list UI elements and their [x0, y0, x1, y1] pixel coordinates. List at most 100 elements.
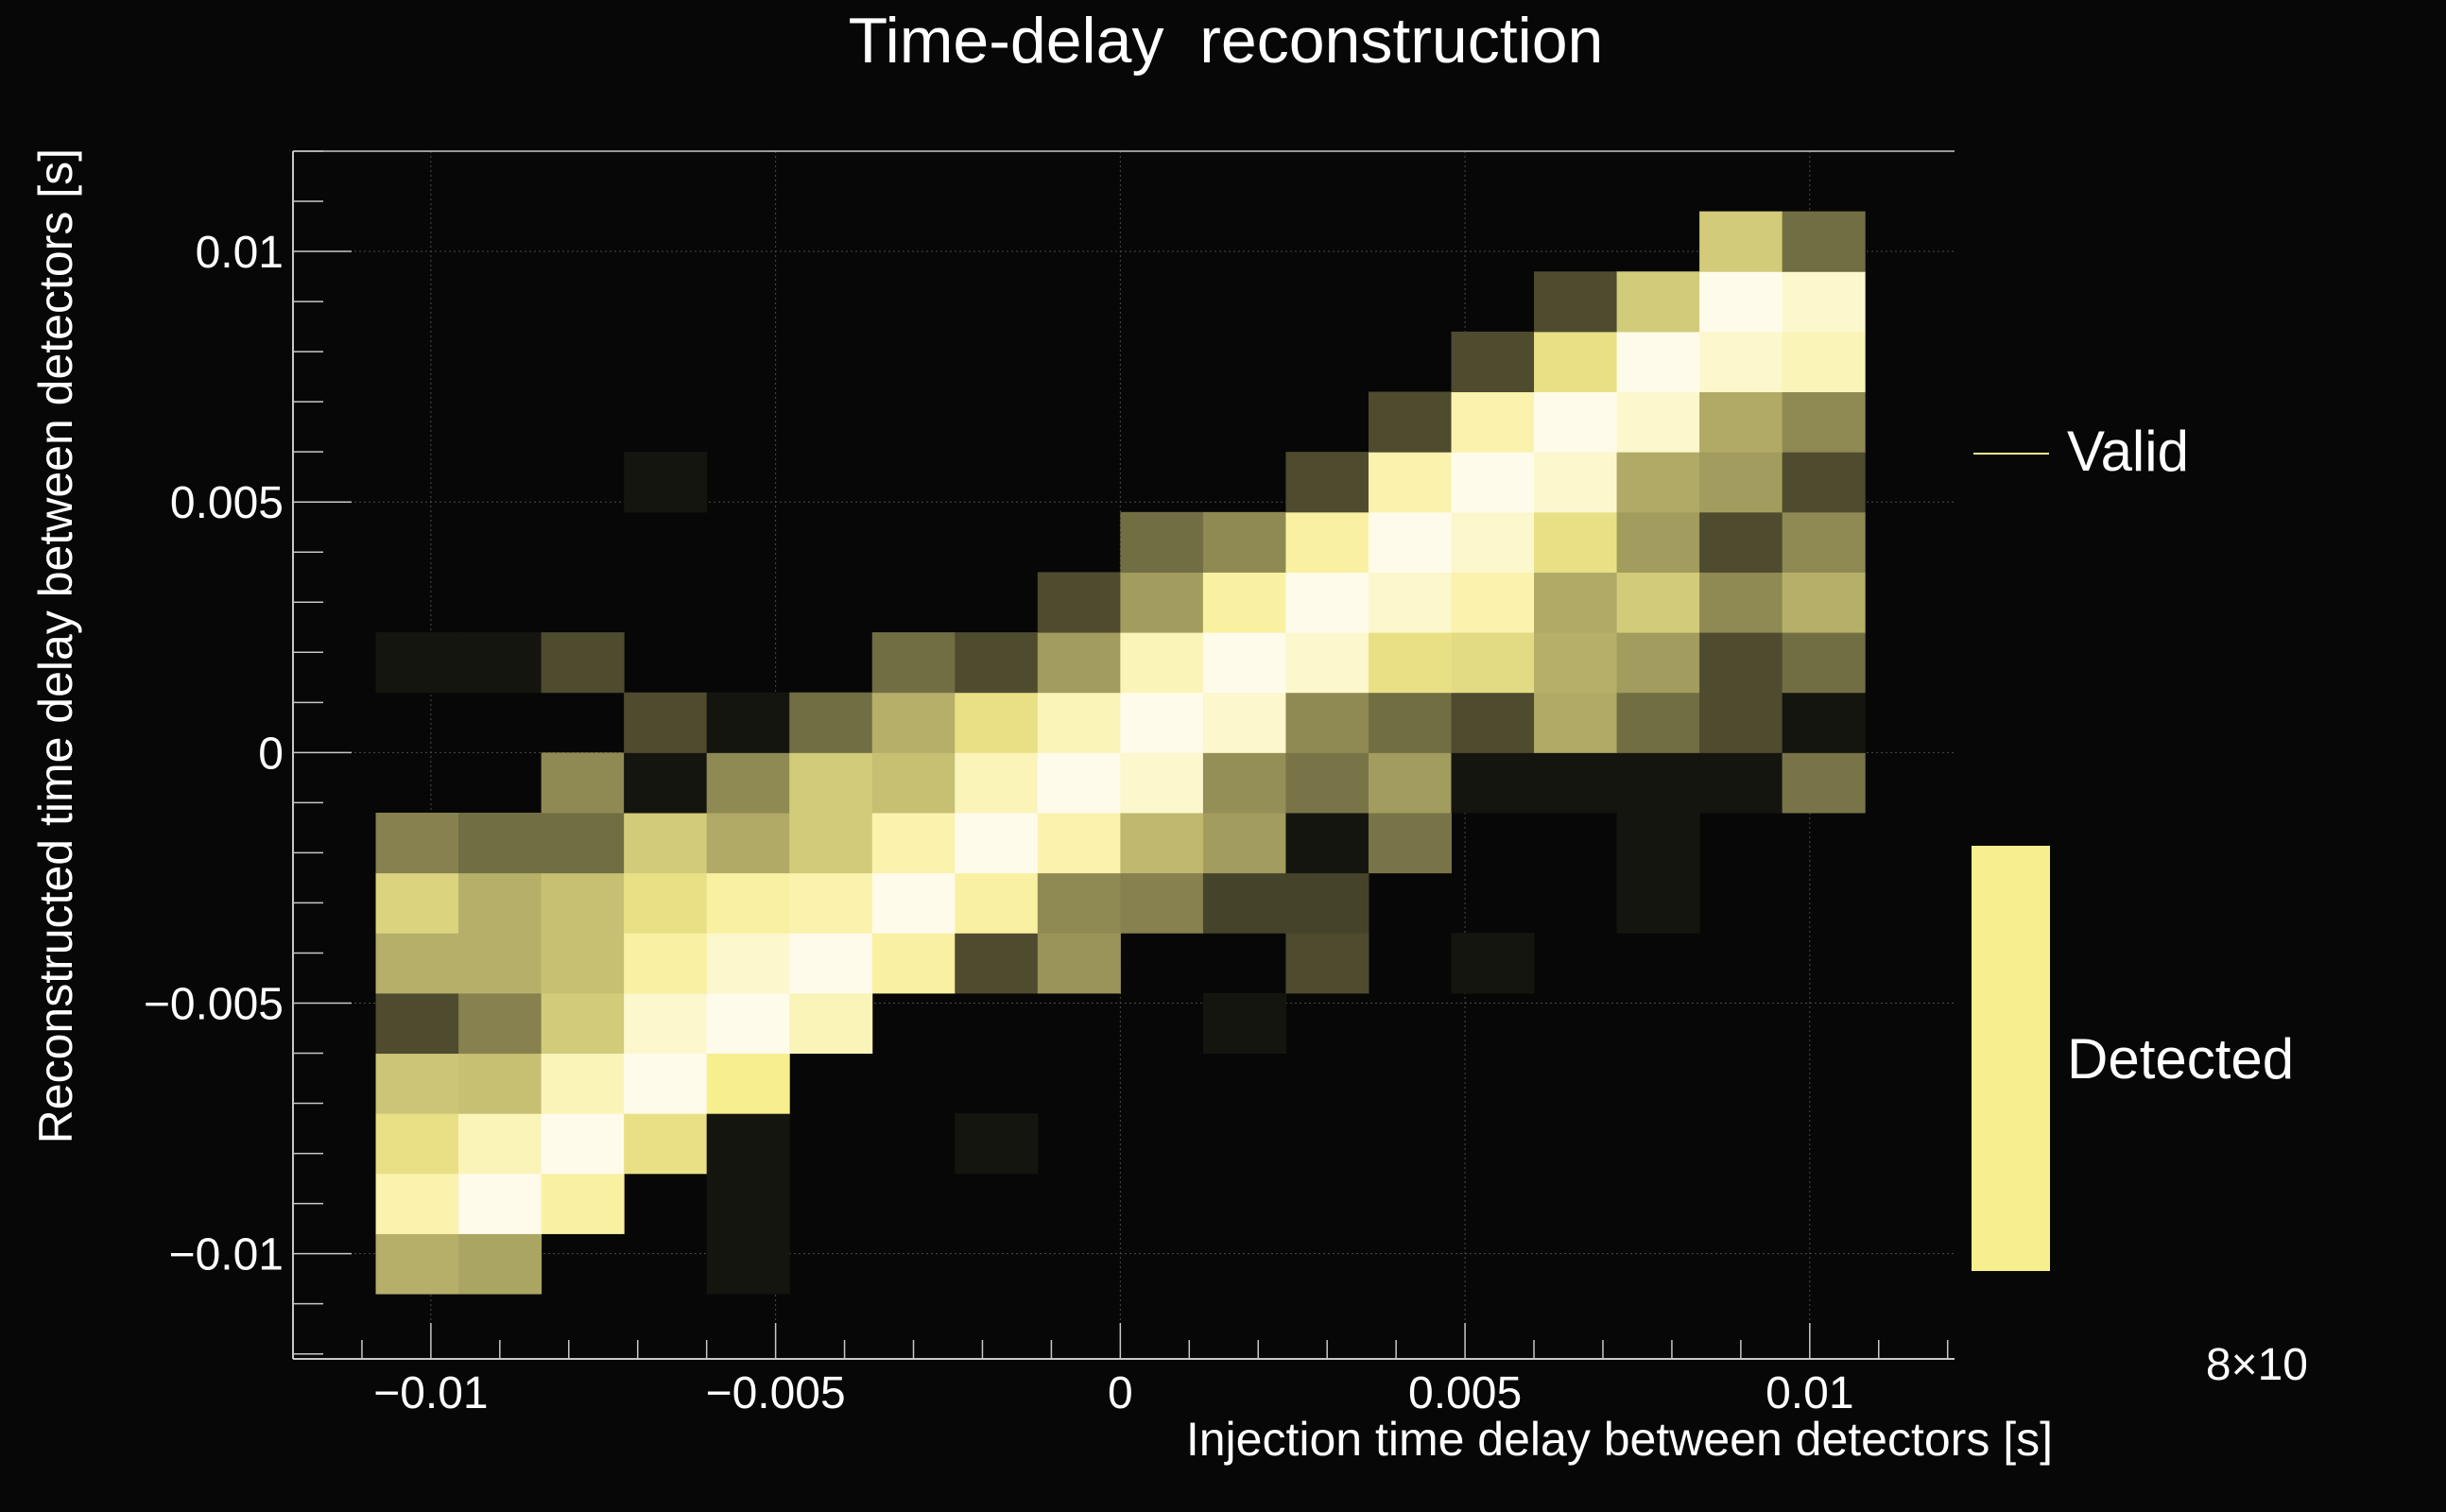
heatmap-cell	[1699, 331, 1783, 393]
heatmap-cell	[789, 992, 873, 1055]
heatmap-cell	[1451, 572, 1535, 633]
heatmap-cell	[1699, 211, 1783, 272]
heatmap-cell	[1534, 572, 1618, 633]
x-tick-labels: −0.01 −0.005 0 0.005 0.01	[373, 1368, 1853, 1418]
heatmap-cell	[1616, 572, 1700, 633]
heatmap-cell	[1368, 391, 1452, 453]
x-tick-label: 0.005	[1408, 1368, 1522, 1418]
heatmap-cell	[1782, 211, 1866, 272]
heatmap-cell	[1368, 752, 1452, 814]
heatmap-cell	[1699, 452, 1783, 513]
heatmap-cell	[541, 752, 625, 814]
heatmap-cell	[1037, 632, 1121, 694]
heatmap-cell	[789, 692, 873, 753]
heatmap-cell	[1202, 872, 1286, 934]
heatmap-cell	[541, 872, 625, 934]
x-tick-label: 0	[1108, 1368, 1133, 1418]
heatmap-cell	[789, 812, 873, 874]
heatmap-cell	[458, 1173, 543, 1234]
heatmap-cell	[1616, 331, 1700, 393]
heatmap-cell	[1534, 511, 1618, 573]
heatmap-cell	[1368, 812, 1452, 874]
heatmap-cell	[1616, 511, 1700, 573]
x-axis-label: Injection time delay between detectors […	[1186, 1413, 2053, 1466]
heatmap-cell	[1699, 572, 1783, 633]
heatmap-cell	[375, 1233, 459, 1295]
heatmap-cell	[1285, 572, 1369, 633]
heatmap-cell	[1699, 391, 1783, 453]
heatmap-cell	[1285, 812, 1369, 874]
heatmap-cell	[624, 933, 708, 994]
heatmap-cell	[1202, 511, 1286, 573]
axis-exponent-label: 8×10	[2206, 1340, 2308, 1390]
axes	[292, 150, 1955, 1360]
heatmap-cell	[1285, 933, 1369, 994]
heatmap-cell	[541, 1173, 625, 1234]
heatmap-cells	[375, 211, 1866, 1295]
heatmap-cell	[1534, 632, 1618, 694]
heatmap-cell	[1616, 812, 1700, 874]
heatmap-cell	[1368, 572, 1452, 633]
legend-valid-label: Valid	[2067, 420, 2189, 483]
heatmap-cell	[1368, 692, 1452, 753]
y-tick-labels: −0.01 −0.005 0 0.005 0.01	[144, 228, 284, 1280]
heatmap-cell	[1285, 511, 1369, 573]
heatmap-cell	[871, 872, 956, 934]
heatmap-cell	[1782, 692, 1866, 753]
heatmap-cell	[1616, 271, 1700, 333]
heatmap-cell	[1202, 992, 1286, 1055]
heatmap-cell	[955, 632, 1039, 694]
chart-title: Time-delay reconstruction	[849, 5, 1604, 77]
heatmap-cell	[1782, 391, 1866, 453]
heatmap-cell	[1037, 572, 1121, 633]
heatmap-cell	[1616, 872, 1700, 934]
heatmap-cell	[1202, 752, 1286, 814]
heatmap-cell	[1202, 572, 1286, 633]
heatmap-cell	[789, 872, 873, 934]
heatmap-cell	[1368, 511, 1452, 573]
y-tick-label: 0	[258, 729, 284, 779]
heatmap-cell	[706, 1113, 790, 1175]
heatmap-cell	[706, 933, 790, 994]
y-tick-label: 0.01	[196, 228, 284, 278]
heatmap-cell	[1368, 632, 1452, 694]
x-tick-label: −0.005	[706, 1368, 846, 1418]
heatmap-cell	[1285, 752, 1369, 814]
heatmap-cell	[1534, 692, 1618, 753]
heatmap-cell	[1285, 872, 1369, 934]
heatmap-cell	[706, 752, 790, 814]
heatmap-cell	[1699, 271, 1783, 333]
heatmap-cell	[458, 1053, 543, 1114]
heatmap-cell	[1037, 933, 1121, 994]
heatmap-cell	[1285, 452, 1369, 513]
heatmap-cell	[789, 933, 873, 994]
heatmap-cell	[1120, 572, 1204, 633]
heatmap-cell	[624, 1053, 708, 1114]
heatmap-cell	[1616, 391, 1700, 453]
heatmap-cell	[624, 752, 708, 814]
heatmap-cell	[706, 1053, 790, 1114]
heatmap-cell	[458, 992, 543, 1055]
heatmap-cell	[871, 933, 956, 994]
heatmap-cell	[1534, 271, 1618, 333]
heatmap-cell	[1120, 511, 1204, 573]
heatmap-cell	[541, 632, 625, 694]
heatmap-cell	[375, 1053, 459, 1114]
heatmap-cell	[955, 872, 1039, 934]
heatmap-cell	[1037, 872, 1121, 934]
heatmap-cell	[458, 933, 543, 994]
heatmap-cell	[1120, 872, 1204, 934]
y-tick-label: 0.005	[170, 478, 284, 528]
heatmap-cell	[1451, 452, 1535, 513]
heatmap-cell	[1782, 632, 1866, 694]
heatmap-cell	[955, 752, 1039, 814]
heatmap-cell	[706, 1173, 790, 1234]
heatmap-cell	[1451, 692, 1535, 753]
heatmap-cell	[1451, 331, 1535, 393]
heatmap-cell	[458, 1113, 543, 1175]
heatmap-cell	[541, 933, 625, 994]
heatmap-cell	[955, 692, 1039, 753]
heatmap-cell	[1782, 452, 1866, 513]
heatmap-cell	[1285, 632, 1369, 694]
